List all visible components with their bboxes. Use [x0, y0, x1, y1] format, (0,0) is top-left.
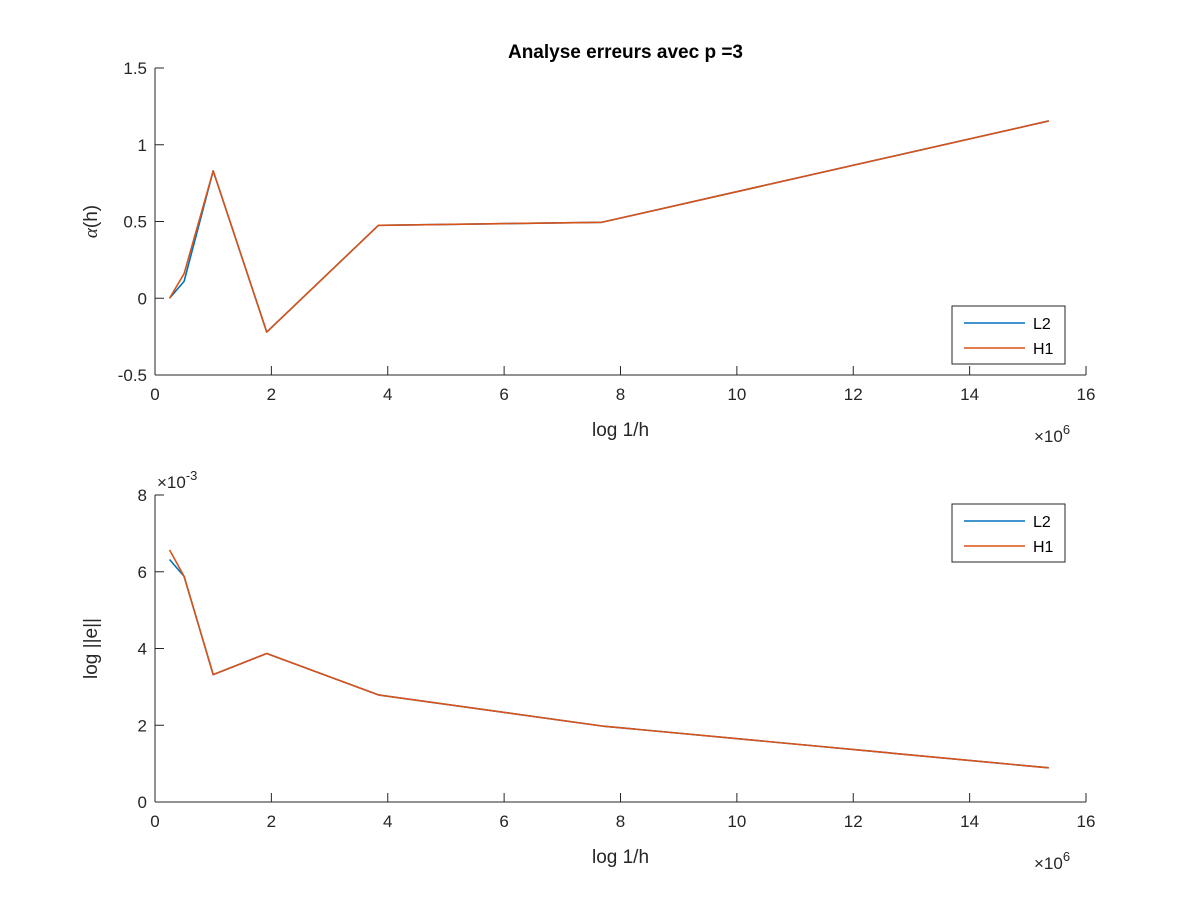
x-tick-label: 10	[727, 385, 746, 404]
x-tick-label: 0	[150, 385, 159, 404]
y-tick-label: -0.5	[118, 366, 147, 385]
legend-entry-l2: L2	[1033, 514, 1051, 531]
x-tick-label: 0	[150, 812, 159, 831]
x-tick-label: 16	[1077, 385, 1096, 404]
y-tick-label: 1.5	[123, 59, 147, 78]
y-tick-label: 6	[138, 563, 147, 582]
x-tick-label: 12	[844, 812, 863, 831]
y-axis-label-rest: (h)	[81, 205, 102, 228]
series-line-h1	[168, 120, 1049, 333]
x-tick-label: 4	[383, 812, 392, 831]
series-line-h1	[168, 549, 1049, 769]
x-exponent-label: ×106	[1034, 422, 1070, 446]
x-tick-label: 2	[267, 812, 276, 831]
x-axis-label: log 1/h	[592, 420, 649, 441]
y-axis-label: α(h)	[81, 205, 102, 238]
legend-entry-h1: H1	[1033, 539, 1054, 556]
x-tick-label: 10	[727, 812, 746, 831]
y-tick-label: 1	[138, 136, 147, 155]
y-axis-label-symbol: α	[81, 227, 102, 238]
series-line-l2	[168, 558, 1049, 769]
y-tick-label: 0	[138, 289, 147, 308]
x-tick-label: 8	[616, 812, 625, 831]
x-tick-label: 16	[1077, 812, 1096, 831]
y-tick-label: 8	[138, 486, 147, 505]
chart-title: Analyse erreurs avec p =3	[508, 42, 743, 63]
y-exponent-label: ×10-3	[157, 468, 197, 492]
x-axis-label: log 1/h	[592, 847, 649, 868]
x-tick-label: 6	[499, 385, 508, 404]
y-exponent-power: -3	[186, 468, 198, 483]
x-tick-label: 6	[499, 812, 508, 831]
x-exponent-power: 6	[1063, 849, 1070, 864]
legend-box	[951, 305, 1066, 365]
x-tick-label: 14	[960, 385, 979, 404]
x-tick-label: 4	[383, 385, 392, 404]
y-axis-label: log ||e||	[81, 618, 102, 679]
legend-box	[951, 503, 1066, 563]
y-tick-label: 0	[138, 793, 147, 812]
legend-entry-h1: H1	[1033, 341, 1054, 358]
series-line-l2	[168, 120, 1049, 333]
x-exponent-base: ×10	[1034, 427, 1063, 446]
x-exponent-label: ×106	[1034, 849, 1070, 873]
y-exponent-base: ×10	[157, 473, 186, 492]
x-tick-label: 2	[267, 385, 276, 404]
y-tick-label: 2	[138, 716, 147, 735]
y-tick-label: 0.5	[123, 213, 147, 232]
x-tick-label: 14	[960, 812, 979, 831]
legend-entry-l2: L2	[1033, 316, 1051, 333]
x-tick-label: 12	[844, 385, 863, 404]
x-tick-label: 8	[616, 385, 625, 404]
y-tick-label: 4	[138, 640, 147, 659]
x-exponent-base: ×10	[1034, 854, 1063, 873]
x-exponent-power: 6	[1063, 422, 1070, 437]
